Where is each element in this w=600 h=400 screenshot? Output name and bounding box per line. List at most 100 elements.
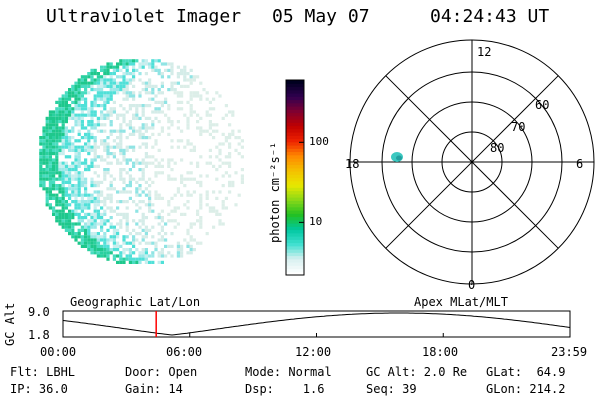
status-glon: GLon: 214.2 <box>486 382 566 396</box>
colorbar-ticks <box>299 141 304 223</box>
colorbar-segment <box>286 216 304 221</box>
colorbar-segment <box>286 138 304 143</box>
colorbar-segment <box>286 268 304 273</box>
colorbar-segment <box>286 132 304 136</box>
colorbar-segment <box>286 89 304 94</box>
status-dsp: Dsp: 1.6 <box>245 382 325 396</box>
colorbar-segment <box>286 174 304 179</box>
colorbar-segment <box>286 229 304 234</box>
colorbar-segment <box>286 102 304 107</box>
colorbar-segment <box>286 177 304 182</box>
colorbar-segment <box>286 252 304 257</box>
status-glat: GLat: 64.9 <box>486 365 566 379</box>
polar-grid <box>349 39 595 285</box>
timeline-left-label: Geographic Lat/Lon <box>70 295 201 309</box>
colorbar-segment <box>286 187 304 192</box>
colorbar-segment <box>286 213 304 218</box>
colorbar-tick-label: 100 <box>309 135 329 149</box>
colorbar-segment <box>286 115 304 120</box>
colorbar-segment <box>286 236 304 240</box>
aurora-patch-core <box>396 155 402 161</box>
colorbar-segment <box>286 223 304 227</box>
timeline-xtick-2: 12:00 <box>295 345 332 359</box>
colorbar-segment <box>286 158 304 162</box>
timeline-tick-marks <box>62 333 571 337</box>
date-label: 05 May 07 <box>272 6 370 27</box>
colorbar-segment <box>286 93 304 97</box>
colorbar-segment <box>286 148 304 153</box>
colorbar-segment <box>286 258 304 263</box>
colorbar-segment <box>286 80 304 84</box>
colorbar-segment <box>286 232 304 237</box>
colorbar-segment <box>286 255 304 260</box>
mlt-label-noon: 12 <box>477 45 492 59</box>
colorbar-segment <box>286 125 304 130</box>
colorbar-segment <box>286 119 304 123</box>
colorbar-segment <box>286 167 304 172</box>
timeline-xtick-0: 00:00 <box>40 345 77 359</box>
timeline-ytick-top: 9.0 <box>28 305 50 319</box>
colorbar-segment <box>286 151 304 156</box>
colorbar-segment <box>286 135 304 140</box>
mlat-label-60: 60 <box>535 98 550 112</box>
altitude-curve <box>62 312 571 336</box>
colorbar-segment <box>286 109 304 114</box>
colorbar-segment <box>286 99 304 104</box>
colorbar-segment <box>286 161 304 166</box>
status-filter: Flt: LBHL <box>10 365 76 379</box>
timeline-xtick-3: 18:00 <box>422 345 459 359</box>
colorbar-segment <box>286 141 304 146</box>
colorbar-segment <box>286 203 304 208</box>
colorbar-segment <box>286 239 304 244</box>
colorbar <box>286 80 304 276</box>
colorbar-segment <box>286 249 304 253</box>
colorbar-segment <box>286 242 304 247</box>
timeline-yaxis-label: GC Alt <box>3 302 17 346</box>
colorbar-segment <box>286 226 304 231</box>
colorbar-segment <box>286 219 304 224</box>
mlat-label-80: 80 <box>490 141 505 155</box>
colorbar-segment <box>286 193 304 198</box>
status-seq: Seq: 39 <box>366 382 417 396</box>
mlt-label-dusk: 18 <box>345 157 360 171</box>
colorbar-segment <box>286 96 304 101</box>
colorbar-segment <box>286 83 304 88</box>
mlt-label-dawn: 6 <box>576 157 584 171</box>
colorbar-segment <box>286 112 304 117</box>
colorbar-segment <box>286 86 304 91</box>
mlt-label-midnight: 0 <box>468 278 476 292</box>
colorbar-segment <box>286 271 304 276</box>
timeline-xtick-4: 23:59 <box>551 345 588 359</box>
earth-uv-image <box>39 59 244 264</box>
colorbar-segment <box>286 180 304 185</box>
colorbar-unit-label: photon cm⁻²s⁻¹ <box>268 141 282 243</box>
timeline-ytick-bottom: 1.8 <box>28 328 50 342</box>
instrument-title: Ultraviolet Imager <box>46 6 242 27</box>
colorbar-segment <box>286 262 304 266</box>
colorbar-segment <box>286 122 304 127</box>
colorbar-segment <box>286 190 304 195</box>
colorbar-segment <box>286 184 304 188</box>
status-gain: Gain: 14 <box>125 382 183 396</box>
colorbar-segment <box>286 265 304 270</box>
status-door: Door: Open <box>125 365 198 379</box>
colorbar-frame <box>285 79 305 276</box>
colorbar-segment <box>286 206 304 211</box>
time-label: 04:24:43 UT <box>430 6 550 27</box>
status-ip: IP: 36.0 <box>10 382 68 396</box>
colorbar-segment <box>286 245 304 250</box>
status-mode: Mode: Normal <box>245 365 332 379</box>
colorbar-segment <box>286 210 304 214</box>
timeline-xtick-1: 06:00 <box>166 345 203 359</box>
colorbar-segment <box>286 128 304 133</box>
colorbar-tick-label: 10 <box>309 215 323 229</box>
colorbar-segment <box>286 197 304 201</box>
colorbar-segment <box>286 106 304 110</box>
mlat-label-70: 70 <box>511 120 526 134</box>
colorbar-segment <box>286 154 304 159</box>
polar-diagonal-2 <box>385 75 559 249</box>
colorbar-segment <box>286 145 304 149</box>
altitude-timeline <box>62 310 571 338</box>
colorbar-segment <box>286 200 304 205</box>
